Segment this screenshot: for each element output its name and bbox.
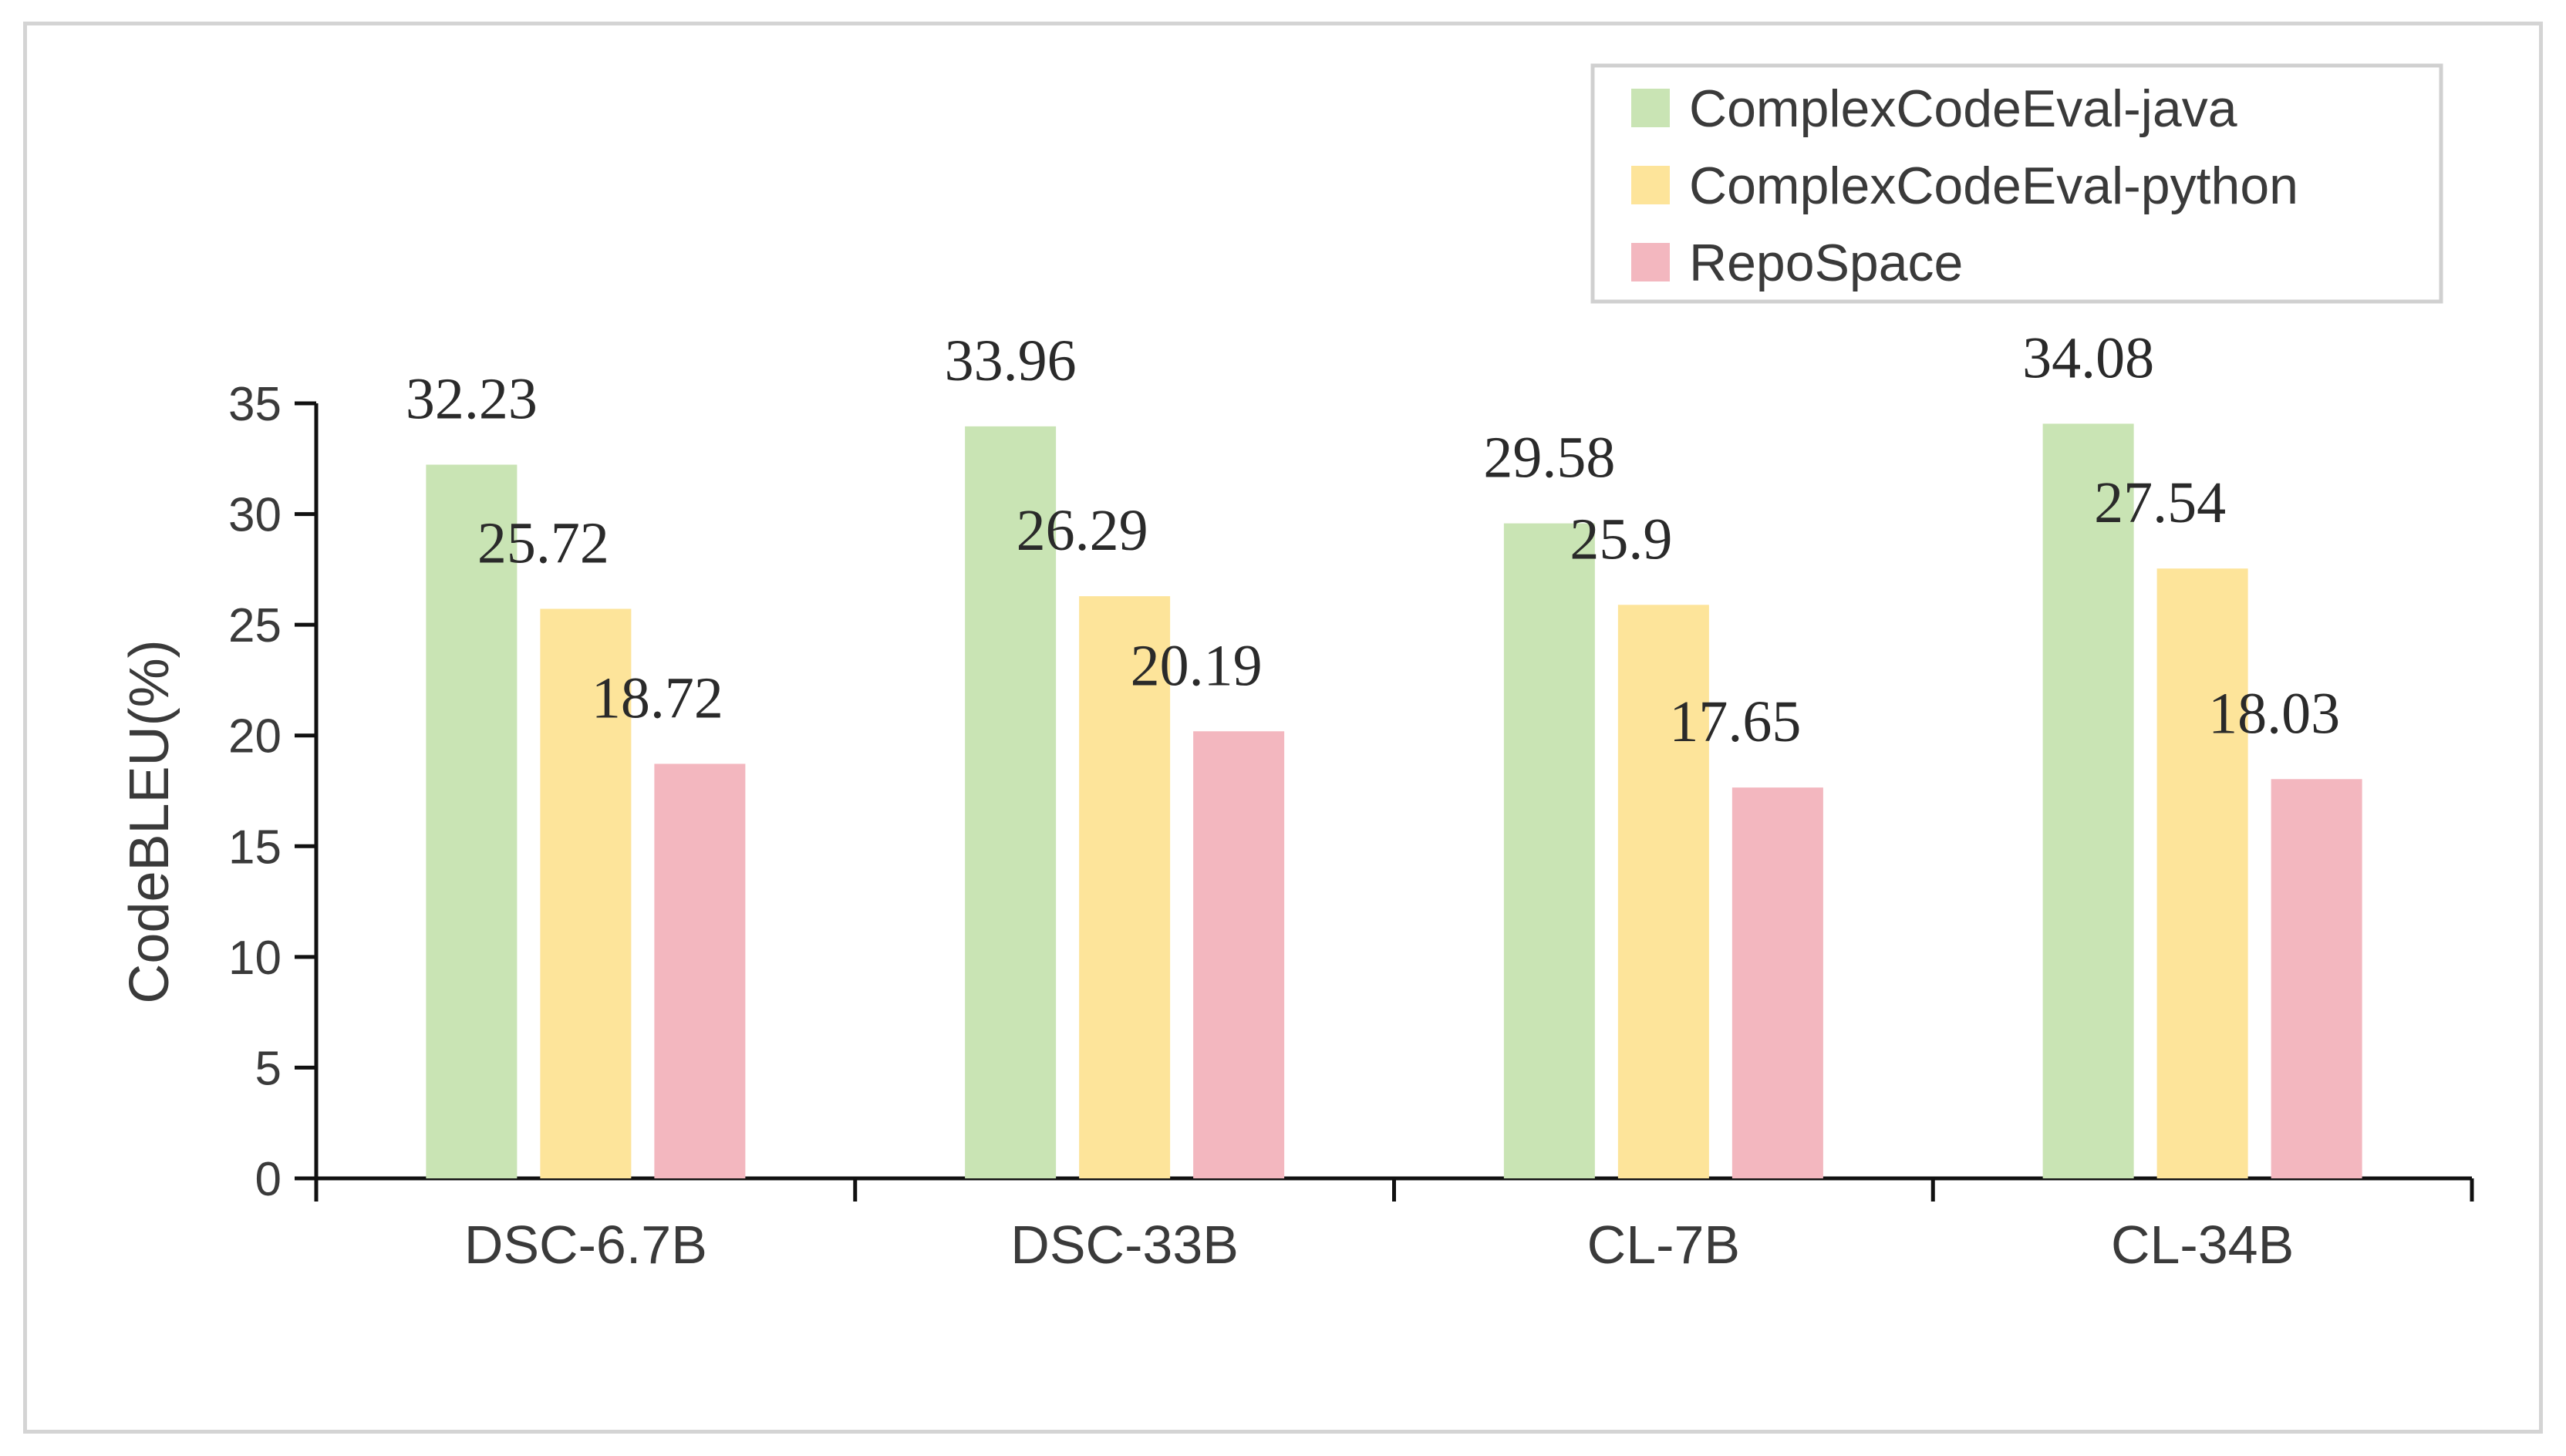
y-axis-title: CodeBLEU(%) xyxy=(119,639,180,1003)
bar-complexcodeeval-python xyxy=(1079,596,1171,1178)
bar-complexcodeeval-java xyxy=(2042,423,2134,1178)
legend-swatch xyxy=(1631,166,1670,204)
bars xyxy=(426,423,2362,1178)
y-tick-label: 35 xyxy=(228,378,282,431)
y-tick-label: 10 xyxy=(228,932,282,985)
bar-complexcodeeval-java xyxy=(1503,523,1595,1178)
bar-repospace xyxy=(1193,731,1285,1178)
bar-value-label: 26.29 xyxy=(1017,498,1148,563)
bar-complexcodeeval-python xyxy=(1617,605,1709,1178)
bar-complexcodeeval-java xyxy=(965,426,1057,1178)
bar-value-label: 34.08 xyxy=(2022,325,2154,390)
bar-complexcodeeval-java xyxy=(426,464,518,1178)
legend-label: RepoSpace xyxy=(1689,234,1963,292)
bar-value-label: 25.72 xyxy=(477,511,609,575)
bar-complexcodeeval-python xyxy=(2156,568,2248,1178)
bar-value-label: 18.72 xyxy=(592,666,723,730)
legend: ComplexCodeEval-java ComplexCodeEval-pyth… xyxy=(1590,63,2443,304)
y-tick-label: 5 xyxy=(255,1042,282,1095)
legend-swatch xyxy=(1631,243,1670,281)
bar-value-label: 27.54 xyxy=(2094,470,2226,535)
legend-label: ComplexCodeEval-python xyxy=(1689,157,2298,215)
bar-repospace xyxy=(1731,787,1823,1178)
bar-repospace xyxy=(2271,779,2362,1178)
bar-value-label: 33.96 xyxy=(945,329,1077,393)
legend-label: ComplexCodeEval-java xyxy=(1689,79,2237,138)
bar-value-label: 20.19 xyxy=(1131,633,1263,698)
y-tick-label: 30 xyxy=(228,489,282,542)
bar-complexcodeeval-python xyxy=(540,608,632,1178)
bar-value-label: 29.58 xyxy=(1483,426,1615,490)
y-tick-label: 25 xyxy=(228,599,282,652)
x-tick-label: CL-7B xyxy=(1587,1215,1740,1275)
bar-value-label: 18.03 xyxy=(2208,681,2340,746)
bar-value-label: 32.23 xyxy=(406,367,538,432)
bar-value-label: 25.9 xyxy=(1570,507,1672,571)
legend-box xyxy=(1590,63,2443,304)
x-tick-label: CL-34B xyxy=(2111,1215,2294,1275)
value-labels: 32.23 33.96 29.58 34.08 25.72 26.29 25.9 27.54 1… xyxy=(406,325,2340,754)
x-tick-label: DSC-33B xyxy=(1010,1215,1239,1275)
legend-swatch xyxy=(1631,89,1670,127)
y-tick-label: 15 xyxy=(228,821,282,874)
y-tick-label: 20 xyxy=(228,710,282,763)
bar-value-label: 17.65 xyxy=(1669,689,1801,754)
x-tick-label: DSC-6.7B xyxy=(464,1215,707,1275)
y-tick-label: 0 xyxy=(255,1153,282,1206)
bar-repospace xyxy=(654,763,746,1178)
